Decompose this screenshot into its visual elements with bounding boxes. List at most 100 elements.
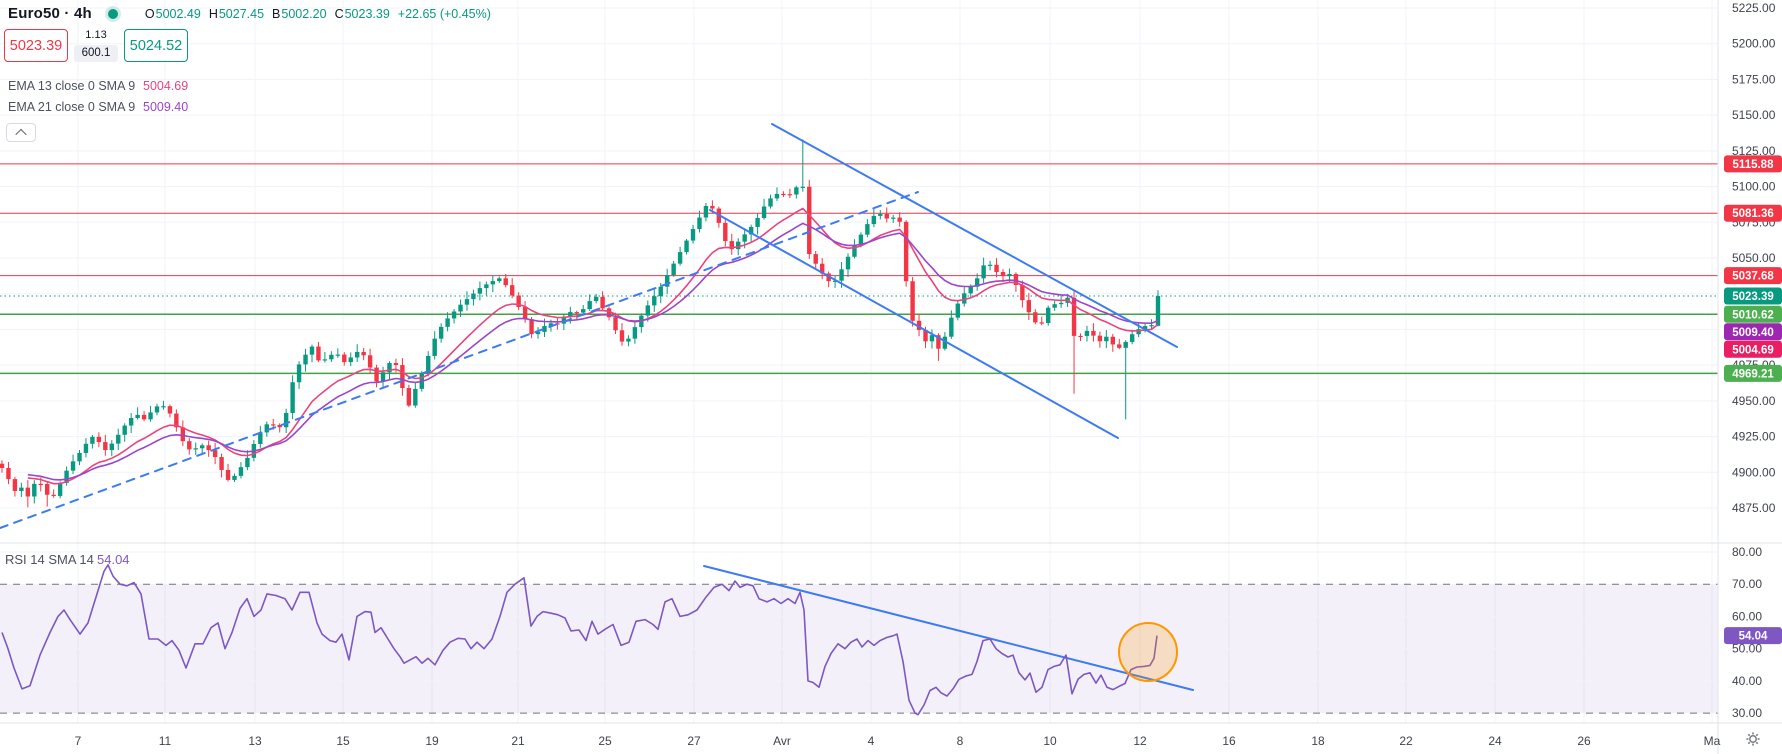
svg-text:24: 24 bbox=[1488, 734, 1502, 748]
svg-text:7: 7 bbox=[75, 734, 82, 748]
symbol-title[interactable]: Euro50 · 4h bbox=[8, 5, 92, 22]
svg-text:5175.00: 5175.00 bbox=[1732, 72, 1776, 86]
svg-text:12: 12 bbox=[1133, 734, 1147, 748]
trendline-channel-upper[interactable] bbox=[771, 123, 1178, 348]
svg-text:5115.88: 5115.88 bbox=[1733, 159, 1775, 171]
svg-text:4950.00: 4950.00 bbox=[1732, 394, 1776, 408]
market-status-dot-icon bbox=[107, 8, 118, 19]
ema13-line[interactable] bbox=[27, 207, 1159, 485]
axis-badge-4969.21 bbox=[1724, 364, 1782, 382]
svg-text:5225.00: 5225.00 bbox=[1732, 1, 1776, 15]
rsi-axis-badge bbox=[1724, 627, 1782, 645]
axis-badge-5023.39 bbox=[1724, 287, 1782, 305]
svg-text:10: 10 bbox=[1043, 734, 1057, 748]
svg-text:5009.40: 5009.40 bbox=[1732, 327, 1774, 339]
svg-text:25: 25 bbox=[598, 734, 612, 748]
svg-text:11: 11 bbox=[159, 734, 172, 748]
lot-size-value[interactable]: 600.1 bbox=[73, 45, 119, 62]
grid-lines bbox=[0, 0, 1718, 723]
svg-text:15: 15 bbox=[336, 734, 350, 748]
svg-text:16: 16 bbox=[1222, 734, 1236, 748]
open-value: 5002.49 bbox=[155, 6, 201, 21]
svg-text:80.00: 80.00 bbox=[1732, 545, 1762, 559]
close-value: 5023.39 bbox=[344, 6, 390, 21]
candles bbox=[0, 139, 1161, 508]
spread-info: 1.13 600.1 bbox=[68, 29, 124, 62]
svg-text:50.00: 50.00 bbox=[1732, 642, 1762, 656]
axis-badge-5115.88 bbox=[1724, 155, 1782, 173]
svg-text:13: 13 bbox=[248, 734, 262, 748]
rsi-line[interactable] bbox=[1, 564, 1158, 716]
svg-text:4969.21: 4969.21 bbox=[1732, 368, 1774, 380]
svg-text:Ma: Ma bbox=[1704, 734, 1721, 748]
svg-text:22: 22 bbox=[1399, 734, 1413, 748]
svg-text:54.04: 54.04 bbox=[1739, 631, 1768, 643]
svg-text:5050.00: 5050.00 bbox=[1732, 251, 1776, 265]
indicator-ema21[interactable]: EMA 21 close 0 SMA 9 5009.40 bbox=[8, 100, 188, 114]
rsi-label: RSI 14 SMA 14 bbox=[5, 552, 94, 567]
ema13-value: 5004.69 bbox=[143, 79, 189, 93]
axis-badge-5009.40 bbox=[1724, 323, 1782, 341]
price-axis[interactable]: 5225.00 5200.00 5175.00 5150.00 5125.00 5100.… bbox=[1724, 1, 1782, 720]
open-label: O bbox=[144, 6, 155, 21]
svg-text:5100.00: 5100.00 bbox=[1732, 180, 1776, 194]
change-value: +22.65 (+0.45%) bbox=[397, 6, 491, 21]
svg-text:4875.00: 4875.00 bbox=[1732, 501, 1776, 515]
ema21-line[interactable] bbox=[27, 222, 1159, 481]
svg-text:8: 8 bbox=[957, 734, 964, 748]
quote-panel: 5023.39 1.13 600.1 5024.52 bbox=[4, 29, 188, 62]
trendline-ascending-support[interactable] bbox=[0, 191, 919, 529]
ema13-label: EMA 13 close 0 SMA 9 bbox=[8, 79, 136, 93]
svg-text:18: 18 bbox=[1311, 734, 1325, 748]
high-value: 5027.45 bbox=[218, 6, 265, 21]
axis-badge-5004.69 bbox=[1724, 340, 1782, 358]
svg-text:4900.00: 4900.00 bbox=[1732, 465, 1776, 479]
indicator-ema13[interactable]: EMA 13 close 0 SMA 9 5004.69 bbox=[8, 79, 188, 93]
svg-text:19: 19 bbox=[425, 734, 439, 748]
svg-text:Avr: Avr bbox=[773, 734, 791, 748]
svg-text:5200.00: 5200.00 bbox=[1732, 37, 1776, 51]
svg-text:5004.69: 5004.69 bbox=[1732, 344, 1774, 356]
trendline-channel-lower[interactable] bbox=[709, 209, 1119, 439]
svg-text:5081.36: 5081.36 bbox=[1732, 208, 1774, 220]
ohlc-values: O 5002.49 H 5027.45 B 5002.20 C 5023.39 +22.… bbox=[137, 7, 491, 21]
trendline-rsi-trendline[interactable] bbox=[703, 565, 1194, 691]
indicator-rsi[interactable]: RSI 14 SMA 14 54.04 bbox=[5, 552, 130, 567]
svg-text:21: 21 bbox=[511, 734, 525, 748]
axis-settings-gear-icon[interactable] bbox=[1746, 732, 1760, 746]
svg-text:27: 27 bbox=[687, 734, 701, 748]
highlight-circle[interactable] bbox=[1118, 622, 1178, 682]
axis-badge-5081.36 bbox=[1724, 204, 1782, 222]
price-levels bbox=[0, 163, 1718, 375]
svg-text:40.00: 40.00 bbox=[1732, 674, 1762, 688]
low-label: B bbox=[272, 6, 281, 21]
axis-badge-5037.68 bbox=[1724, 267, 1782, 285]
svg-text:30.00: 30.00 bbox=[1732, 706, 1762, 720]
svg-text:5125.00: 5125.00 bbox=[1732, 144, 1776, 158]
spread-value: 1.13 bbox=[85, 29, 107, 41]
svg-text:5010.62: 5010.62 bbox=[1732, 309, 1774, 321]
low-value: 5002.20 bbox=[281, 6, 327, 21]
svg-text:5023.39: 5023.39 bbox=[1732, 291, 1774, 303]
svg-text:60.00: 60.00 bbox=[1732, 609, 1762, 623]
rsi-band bbox=[0, 551, 1718, 714]
sell-button[interactable]: 5023.39 bbox=[4, 29, 68, 62]
axis-badge-5010.62 bbox=[1724, 305, 1782, 323]
ema21-label: EMA 21 close 0 SMA 9 bbox=[8, 100, 136, 114]
svg-text:26: 26 bbox=[1577, 734, 1591, 748]
ema21-value: 5009.40 bbox=[143, 100, 189, 114]
symbol-legend: Euro50 · 4h O 5002.49 H 5027.45 B 5002.20 C… bbox=[8, 5, 491, 22]
chevron-up-icon bbox=[15, 128, 27, 140]
buy-button[interactable]: 5024.52 bbox=[124, 29, 188, 62]
svg-text:5037.68: 5037.68 bbox=[1732, 271, 1774, 283]
high-label: H bbox=[208, 6, 218, 21]
collapse-legend-button[interactable] bbox=[6, 123, 36, 142]
svg-text:4: 4 bbox=[868, 734, 875, 748]
close-label: C bbox=[334, 6, 344, 21]
svg-text:70.00: 70.00 bbox=[1732, 577, 1762, 591]
time-axis[interactable]: 7 11 13 15 19 21 25 27 Avr 4 8 10 12 16 18 22 24 26 Ma bbox=[75, 732, 1760, 748]
svg-text:5150.00: 5150.00 bbox=[1732, 108, 1776, 122]
